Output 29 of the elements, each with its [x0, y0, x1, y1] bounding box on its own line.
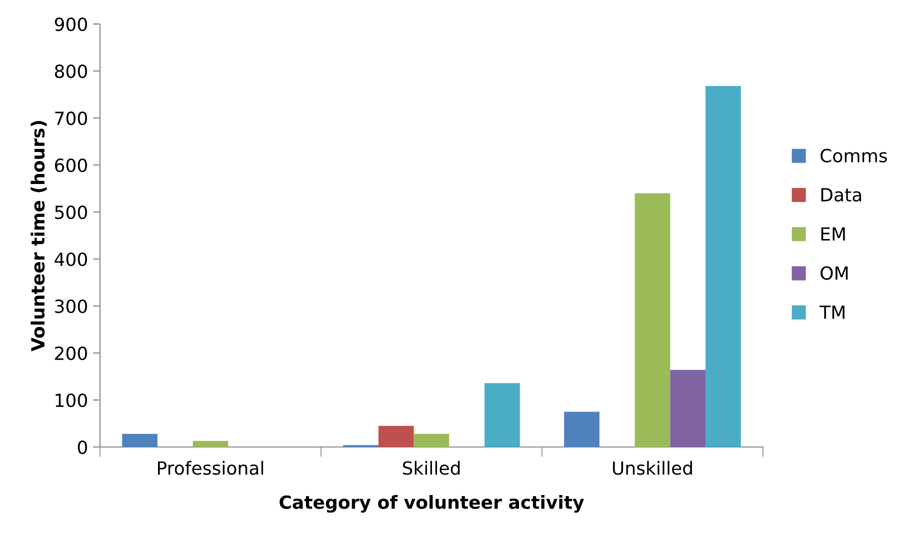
bar: [122, 434, 158, 447]
y-tick-label: 200: [55, 346, 87, 360]
y-axis-title: Volunteer time (hours): [30, 121, 47, 352]
y-tick-label: 800: [54, 64, 87, 78]
bar: [192, 440, 228, 447]
y-tick-label: 400: [54, 252, 87, 266]
legend-label: OM: [820, 266, 848, 280]
bar: [378, 426, 414, 447]
bar: [564, 412, 600, 447]
legend-label: Comms: [820, 148, 887, 162]
x-tick-label: Professional: [158, 460, 264, 475]
x-axis-title: Category of volunteer activity: [280, 495, 584, 513]
x-tick-label: Unskilled: [613, 460, 692, 475]
legend-label: EM: [821, 227, 845, 240]
y-tick-label: 700: [55, 111, 87, 126]
y-tick-label: 600: [54, 158, 87, 172]
bar: [484, 383, 520, 447]
y-tick-label: 300: [55, 299, 87, 314]
y-tick-label: 500: [55, 205, 87, 220]
x-tick-label: Skilled: [402, 460, 460, 475]
bar: [414, 434, 450, 447]
bar: [670, 370, 706, 447]
y-tick-label: 100: [56, 393, 87, 408]
y-tick-label: 0: [78, 440, 87, 454]
bar: [706, 86, 741, 447]
legend-label: Data: [821, 188, 862, 202]
bar: [634, 193, 670, 447]
legend-label: TM: [820, 306, 844, 319]
y-tick-label: 900: [54, 17, 87, 32]
